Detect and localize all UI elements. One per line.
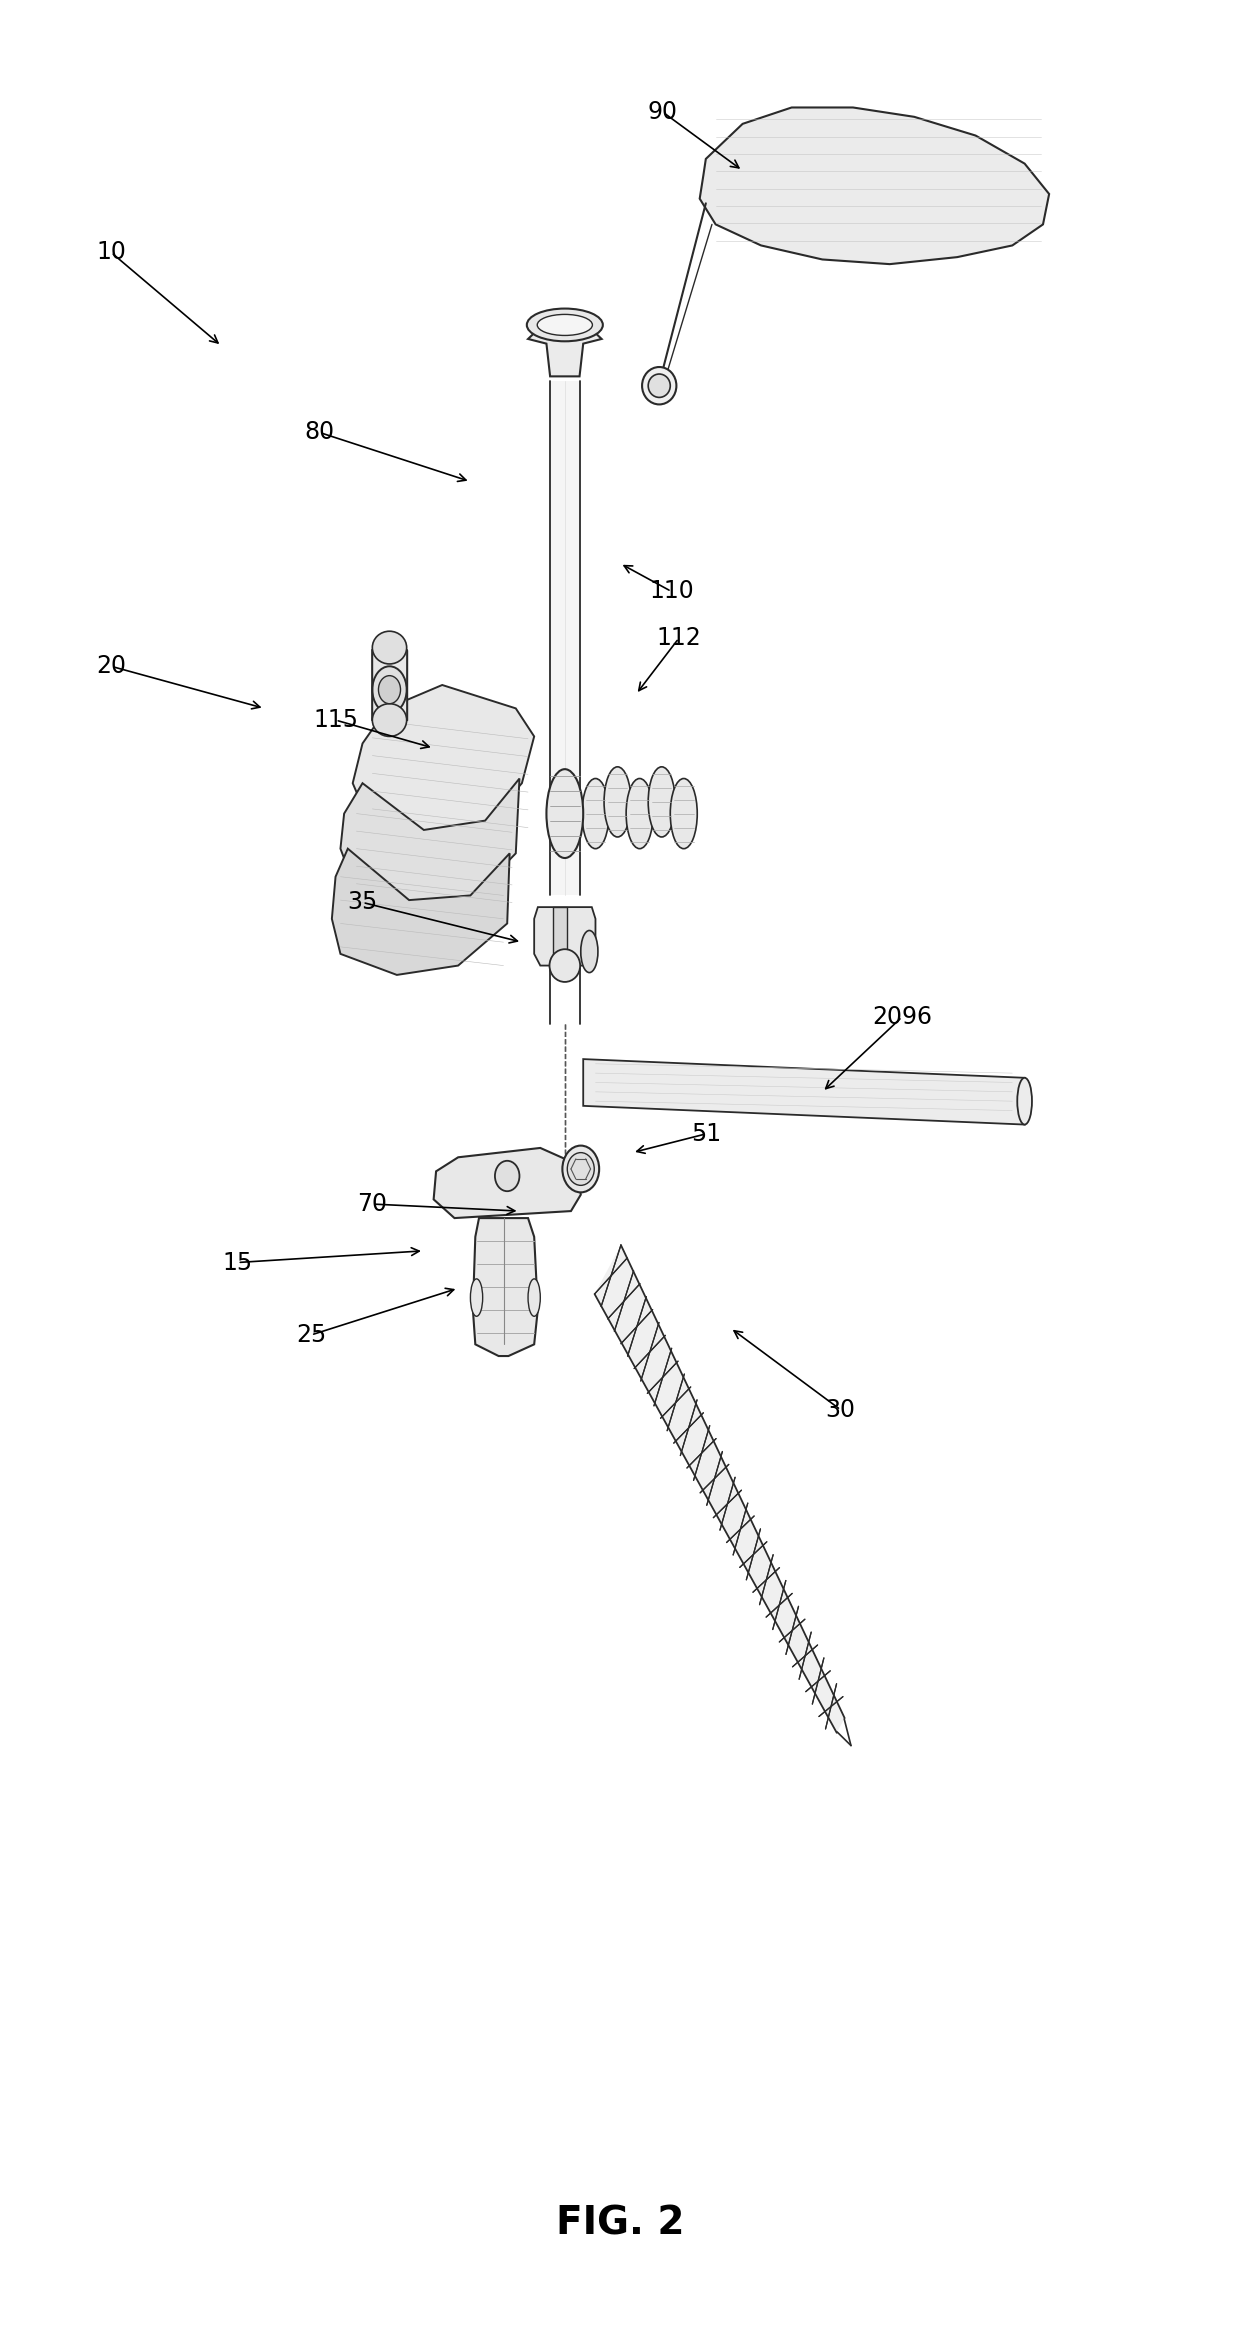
Polygon shape: [528, 318, 601, 376]
Polygon shape: [472, 1218, 538, 1357]
Text: 70: 70: [357, 1192, 387, 1216]
Bar: [372, 649, 407, 720]
Polygon shape: [594, 1244, 844, 1733]
Ellipse shape: [642, 367, 676, 405]
Ellipse shape: [563, 1145, 599, 1192]
Ellipse shape: [671, 779, 697, 849]
Polygon shape: [583, 1058, 1024, 1124]
Ellipse shape: [1017, 1077, 1032, 1124]
Polygon shape: [332, 849, 510, 976]
Text: FIG. 2: FIG. 2: [556, 2204, 684, 2241]
Ellipse shape: [582, 779, 609, 849]
Text: 112: 112: [656, 626, 702, 649]
Ellipse shape: [372, 666, 407, 713]
Text: 25: 25: [296, 1322, 326, 1348]
Text: 30: 30: [826, 1397, 856, 1423]
Ellipse shape: [372, 703, 407, 736]
Ellipse shape: [626, 779, 653, 849]
Text: 15: 15: [222, 1251, 253, 1275]
Text: 35: 35: [347, 891, 378, 915]
Ellipse shape: [378, 675, 401, 703]
Bar: [553, 908, 567, 967]
Polygon shape: [434, 1148, 580, 1218]
Ellipse shape: [537, 315, 593, 336]
Polygon shape: [534, 908, 595, 967]
Ellipse shape: [649, 767, 675, 837]
Text: 51: 51: [691, 1122, 720, 1145]
Text: 110: 110: [649, 579, 694, 604]
Polygon shape: [352, 684, 534, 837]
Text: 90: 90: [649, 101, 678, 125]
Ellipse shape: [549, 950, 580, 981]
Ellipse shape: [527, 308, 603, 341]
Ellipse shape: [528, 1279, 541, 1317]
Bar: [551, 381, 579, 896]
Ellipse shape: [470, 1279, 482, 1317]
Ellipse shape: [580, 931, 598, 974]
Text: 10: 10: [97, 240, 126, 263]
Text: 2096: 2096: [872, 1004, 932, 1030]
Text: 115: 115: [312, 708, 358, 731]
Polygon shape: [341, 779, 520, 908]
Ellipse shape: [567, 1152, 594, 1185]
Ellipse shape: [372, 630, 407, 663]
Ellipse shape: [604, 767, 631, 837]
Text: 20: 20: [97, 654, 126, 677]
Ellipse shape: [547, 769, 583, 858]
Text: 80: 80: [305, 421, 335, 445]
Ellipse shape: [495, 1162, 520, 1190]
Polygon shape: [699, 108, 1049, 263]
Ellipse shape: [649, 374, 671, 397]
